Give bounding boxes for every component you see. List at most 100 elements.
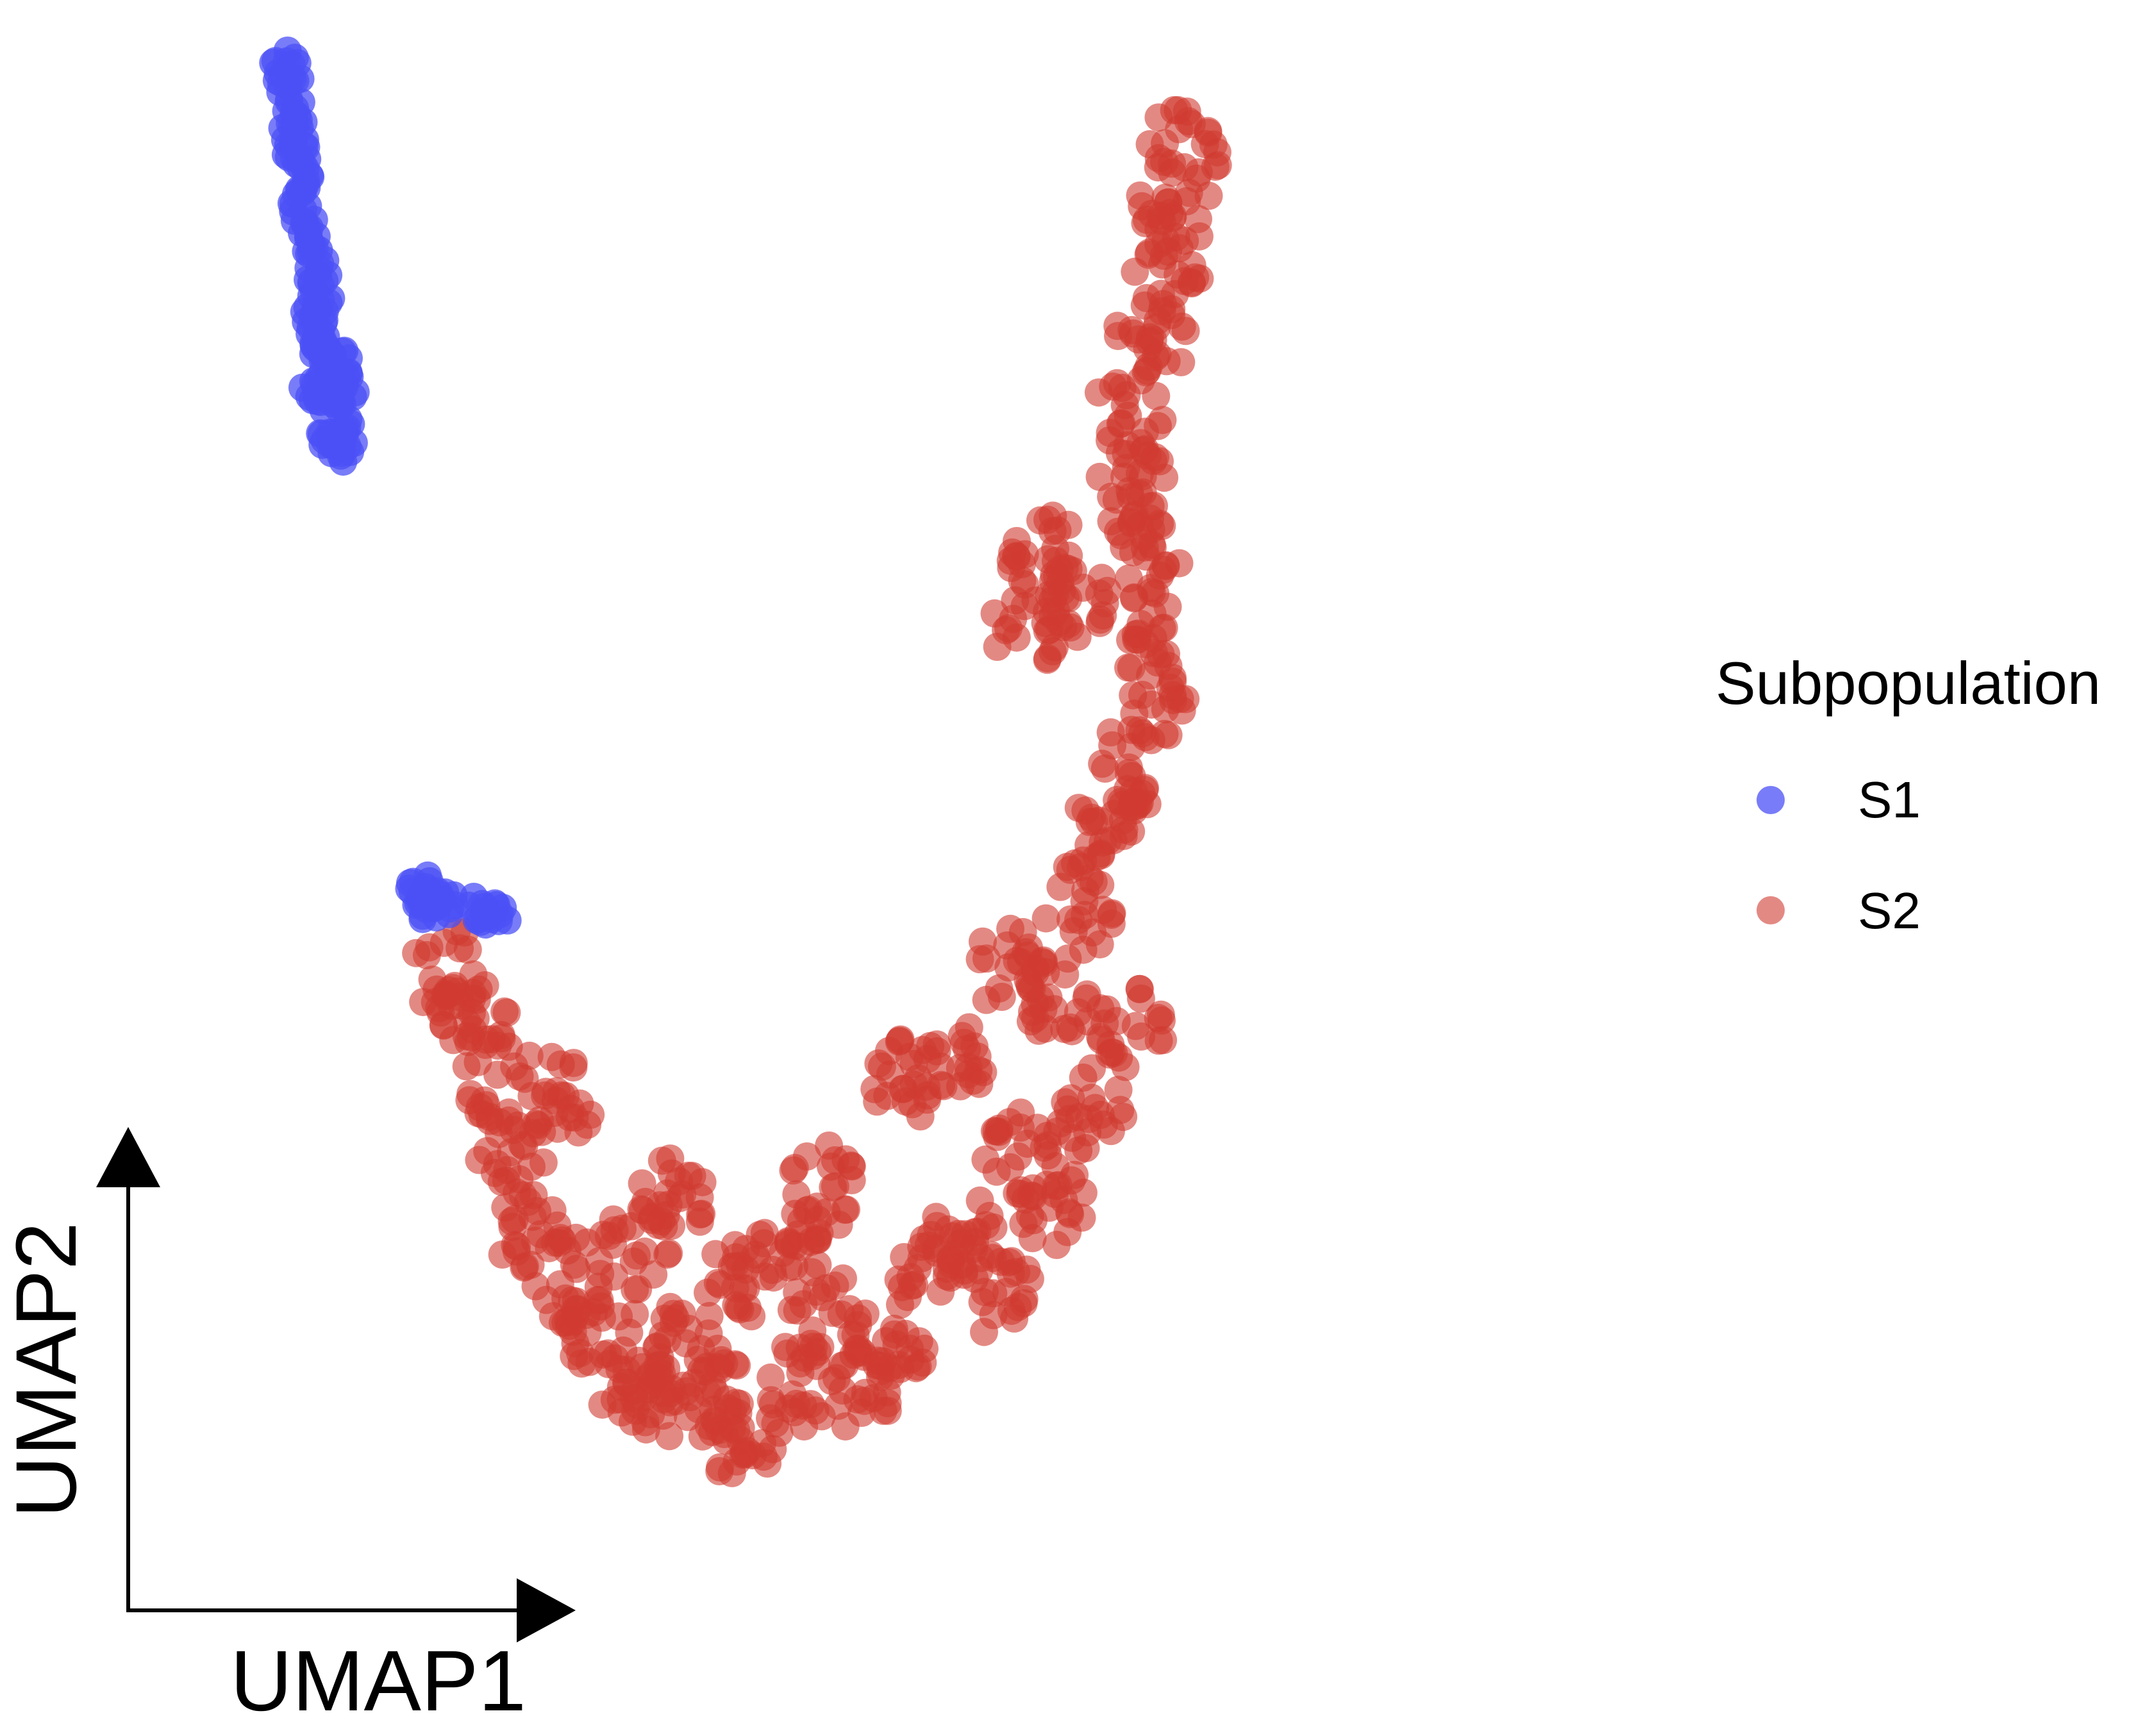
point-s2 bbox=[560, 1103, 589, 1132]
point-s2 bbox=[540, 1228, 569, 1257]
point-s2 bbox=[621, 1376, 649, 1405]
point-s2 bbox=[1148, 406, 1177, 435]
point-s2 bbox=[885, 1027, 914, 1056]
point-s2 bbox=[995, 1108, 1024, 1137]
point-s2 bbox=[758, 1390, 787, 1419]
point-s2 bbox=[1023, 1114, 1052, 1142]
point-s2 bbox=[756, 1363, 785, 1392]
point-s2 bbox=[985, 974, 1014, 1003]
point-s2 bbox=[1130, 533, 1159, 562]
point-s2 bbox=[1079, 867, 1108, 896]
point-s2 bbox=[1003, 1179, 1031, 1208]
point-s2 bbox=[916, 1031, 945, 1060]
point-s2 bbox=[688, 1168, 717, 1197]
point-s2 bbox=[1038, 586, 1067, 615]
point-s2 bbox=[782, 1180, 811, 1209]
point-s2 bbox=[972, 944, 1001, 973]
point-s2 bbox=[970, 1317, 998, 1346]
point-s2 bbox=[783, 1220, 812, 1249]
point-s2 bbox=[730, 1438, 758, 1467]
point-s2 bbox=[1031, 904, 1060, 933]
point-s2 bbox=[686, 1200, 715, 1229]
point-s2 bbox=[1121, 1012, 1150, 1040]
point-s2 bbox=[594, 1221, 623, 1250]
point-s2 bbox=[997, 1247, 1026, 1276]
point-s2 bbox=[655, 1422, 684, 1451]
legend: Subpopulation S1 S2 bbox=[1716, 649, 2101, 939]
point-s2 bbox=[473, 1137, 502, 1165]
point-s2 bbox=[864, 1049, 893, 1078]
point-s2 bbox=[622, 1241, 651, 1270]
point-s2 bbox=[1033, 505, 1062, 534]
legend-label-s1: S1 bbox=[1858, 771, 1921, 828]
point-s1 bbox=[286, 64, 315, 93]
point-s2 bbox=[1033, 1141, 1062, 1170]
point-s2 bbox=[1177, 110, 1206, 138]
point-s2 bbox=[1110, 390, 1139, 419]
point-s2 bbox=[872, 1327, 900, 1356]
point-s2 bbox=[902, 1354, 931, 1383]
point-s2 bbox=[558, 1317, 587, 1346]
point-s2 bbox=[1144, 103, 1173, 132]
point-s2 bbox=[922, 1203, 951, 1231]
point-s2 bbox=[1167, 348, 1196, 376]
point-s2 bbox=[1085, 462, 1114, 491]
point-s2 bbox=[844, 1335, 873, 1364]
point-s2 bbox=[1117, 315, 1146, 344]
point-s1 bbox=[285, 176, 314, 205]
point-s2 bbox=[997, 1296, 1026, 1325]
point-s2 bbox=[647, 1146, 676, 1175]
point-s2 bbox=[1127, 780, 1156, 808]
point-s2 bbox=[471, 971, 499, 999]
point-s2 bbox=[653, 1240, 682, 1269]
point-s2 bbox=[798, 1316, 827, 1345]
point-s2 bbox=[717, 1458, 746, 1487]
point-s2 bbox=[1165, 549, 1194, 578]
point-s2 bbox=[1006, 948, 1035, 977]
point-s2 bbox=[402, 939, 431, 967]
point-s2 bbox=[1059, 917, 1088, 946]
point-s2 bbox=[1194, 181, 1223, 210]
legend-key-s2 bbox=[1757, 896, 1785, 924]
point-s2 bbox=[693, 1379, 722, 1408]
x-axis-title: UMAP1 bbox=[230, 1633, 526, 1729]
point-s2 bbox=[1003, 527, 1031, 555]
point-s2 bbox=[426, 998, 455, 1027]
point-s2 bbox=[726, 1295, 755, 1324]
point-s2 bbox=[1185, 222, 1214, 251]
point-s2 bbox=[844, 1304, 872, 1333]
point-s2 bbox=[963, 1042, 992, 1071]
point-s2 bbox=[721, 1274, 749, 1303]
point-s2 bbox=[483, 1031, 512, 1060]
point-s2 bbox=[1114, 564, 1143, 593]
point-s2 bbox=[1033, 644, 1062, 672]
point-s2 bbox=[1121, 257, 1149, 286]
point-s2 bbox=[1144, 1004, 1173, 1032]
point-s2 bbox=[503, 1111, 532, 1140]
point-s2 bbox=[1158, 149, 1187, 178]
point-s2 bbox=[904, 1064, 933, 1093]
point-s2 bbox=[1089, 1110, 1118, 1139]
point-s2 bbox=[644, 1210, 672, 1239]
point-s2 bbox=[1080, 807, 1108, 836]
point-s2 bbox=[1001, 586, 1030, 615]
y-axis-title: UMAP2 bbox=[0, 1222, 94, 1518]
point-s2 bbox=[1177, 269, 1206, 297]
point-s2 bbox=[1116, 482, 1145, 511]
point-s1 bbox=[334, 359, 363, 388]
point-s2 bbox=[476, 1106, 505, 1135]
point-s2 bbox=[1128, 719, 1156, 748]
point-s2 bbox=[1126, 984, 1155, 1013]
point-s2 bbox=[753, 1449, 782, 1478]
point-s2 bbox=[1096, 718, 1125, 747]
point-s2 bbox=[780, 1154, 809, 1182]
point-s2 bbox=[600, 1262, 628, 1291]
legend-key-s1 bbox=[1757, 786, 1785, 814]
point-s2 bbox=[1154, 721, 1183, 749]
point-s2 bbox=[980, 599, 1009, 628]
point-s1 bbox=[485, 899, 514, 928]
point-s2 bbox=[873, 1081, 902, 1110]
point-s2 bbox=[621, 1275, 649, 1304]
point-s2 bbox=[446, 934, 474, 963]
